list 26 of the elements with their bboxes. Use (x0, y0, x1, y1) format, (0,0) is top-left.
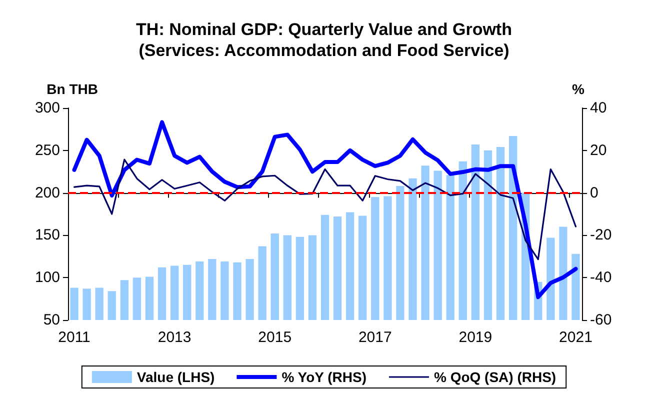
y-tick-label: 200 (34, 184, 60, 202)
y2-tick-label: -20 (590, 226, 612, 244)
y2-tick-label: 40 (590, 100, 607, 116)
y2-tick-label: -60 (590, 312, 612, 328)
x-tick-label: 2017 (358, 329, 392, 346)
y2-axis-title: % (572, 81, 585, 97)
x-tick-label: 2013 (158, 329, 192, 346)
x-tick-label: 2011 (58, 329, 90, 346)
line-series (73, 158, 577, 260)
legend-label: % YoY (RHS) (282, 369, 366, 385)
x-tick-label: 2021 (559, 329, 592, 346)
legend-label: % QoQ (SA) (RHS) (434, 369, 556, 385)
y-tick-label: 50 (43, 312, 60, 328)
y2-tick-label: -40 (590, 269, 612, 286)
y-tick-label: 250 (34, 142, 60, 159)
y2-tick-label: 20 (590, 142, 607, 159)
legend-label: Value (LHS) (136, 369, 215, 385)
y2-tick-label: 0 (590, 184, 598, 202)
y-axis-title: Bn THB (46, 81, 98, 97)
x-tick-label: 2019 (458, 329, 492, 346)
y-tick-label: 100 (34, 269, 60, 286)
y-tick-label: 300 (34, 100, 60, 116)
line-series (72, 120, 578, 300)
y-tick-label: 150 (34, 226, 60, 244)
x-tick-label: 2015 (258, 329, 292, 346)
chart-title: TH: Nominal GDP: Quarterly Value and Growth (Services: Accommodation and Food Service) (136, 20, 512, 60)
